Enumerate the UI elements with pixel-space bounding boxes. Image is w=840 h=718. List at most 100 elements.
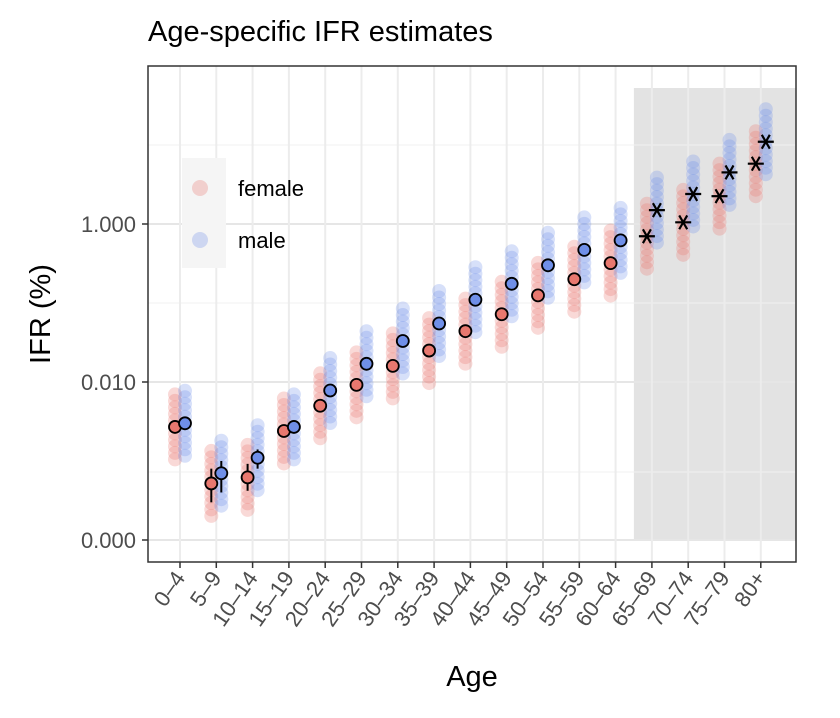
female-point-estimate: [422, 343, 437, 358]
male-draw: [722, 171, 737, 186]
female-draw: [603, 288, 618, 303]
male-draw: [214, 453, 229, 468]
female-draw: [639, 248, 654, 263]
female-draw: [349, 403, 364, 418]
male-draw: [649, 235, 664, 250]
female-draw: [240, 502, 255, 517]
female-draw: [639, 222, 654, 237]
male-draw: [504, 289, 519, 304]
male-point-estimate: [504, 276, 519, 291]
female-draw: [458, 343, 473, 358]
male-draw: [613, 200, 628, 215]
female-draw: [458, 337, 473, 352]
female-point-estimate: [240, 470, 255, 485]
female-draw: [531, 268, 545, 283]
female-draw: [422, 376, 437, 391]
male-point-estimate: [250, 450, 265, 465]
female-draw: [313, 366, 328, 381]
male-point-estimate: [395, 334, 410, 348]
male-draw: [504, 263, 519, 278]
male-draw: [323, 416, 338, 431]
male-draw: [613, 213, 628, 228]
female-draw: [531, 307, 545, 322]
male-draw: [178, 435, 192, 450]
male-point-estimate: [577, 243, 592, 257]
male-draw: [214, 440, 229, 455]
female-draw: [168, 432, 182, 447]
female-draw: [276, 391, 291, 406]
asterisk-stroke: [678, 214, 689, 230]
female-draw: [422, 356, 437, 371]
male-draw: [722, 191, 737, 206]
male-draw: [468, 273, 483, 288]
female-draw: [567, 304, 582, 319]
male-point-estimate: [721, 164, 738, 180]
male-draw: [250, 437, 265, 452]
x-axis-title: Age: [446, 661, 498, 693]
female-draw: [531, 301, 545, 316]
male-draw: [613, 265, 628, 280]
female-draw: [712, 156, 727, 171]
male-draw: [504, 244, 519, 259]
male-draw: [541, 245, 555, 260]
female-draw: [639, 242, 654, 257]
female-draw: [276, 456, 291, 471]
chart-title: Age-specific IFR estimates: [148, 16, 493, 48]
male-draw: [686, 212, 701, 227]
male-draw: [395, 301, 410, 316]
female-draw: [168, 393, 182, 408]
female-draw: [712, 163, 727, 178]
male-draw: [250, 463, 265, 478]
male-draw: [649, 190, 664, 205]
female-draw: [748, 163, 763, 178]
female-draw: [422, 363, 437, 378]
female-draw: [204, 502, 219, 517]
female-draw: [458, 356, 473, 371]
male-draw: [214, 446, 229, 461]
female-draw: [748, 189, 763, 204]
female-point-estimate: [349, 377, 364, 392]
male-draw: [432, 342, 447, 357]
female-draw: [168, 387, 182, 402]
male-point-estimate: [359, 356, 374, 371]
male-draw: [758, 147, 773, 162]
asterisk-stroke: [724, 164, 735, 180]
male-draw: [649, 177, 664, 192]
female-draw: [603, 269, 618, 284]
female-draw: [204, 450, 219, 465]
female-draw: [748, 182, 763, 197]
female-draw: [712, 195, 727, 210]
female-point-estimate: [204, 476, 219, 491]
asterisk-stroke: [750, 156, 761, 172]
male-draw: [686, 173, 701, 188]
female-draw: [385, 391, 400, 406]
male-draw: [432, 297, 447, 312]
male-draw: [758, 102, 773, 117]
female-draw: [494, 339, 509, 354]
male-draw: [323, 370, 338, 385]
female-draw: [385, 345, 400, 360]
female-draw: [676, 208, 691, 223]
female-draw: [385, 378, 400, 393]
female-draw: [567, 298, 582, 313]
male-draw: [286, 452, 301, 467]
male-draw: [468, 279, 483, 294]
female-draw: [676, 189, 691, 204]
female-point-estimate: [603, 256, 618, 270]
male-draw: [649, 222, 664, 237]
male-draw: [359, 324, 374, 339]
female-draw: [276, 410, 291, 425]
female-point-estimate: [531, 288, 545, 303]
male-draw: [359, 389, 374, 404]
male-draw: [649, 170, 664, 185]
shaded-region: [633, 88, 796, 540]
female-point-estimate: [567, 272, 582, 287]
female-draw: [349, 410, 364, 425]
male-draw: [250, 418, 265, 433]
male-draw: [286, 445, 301, 460]
y-tick-label: 1.000: [81, 212, 136, 237]
female-draw: [639, 216, 654, 231]
male-draw: [178, 448, 192, 463]
male-draw: [577, 255, 592, 270]
female-draw: [603, 223, 618, 238]
